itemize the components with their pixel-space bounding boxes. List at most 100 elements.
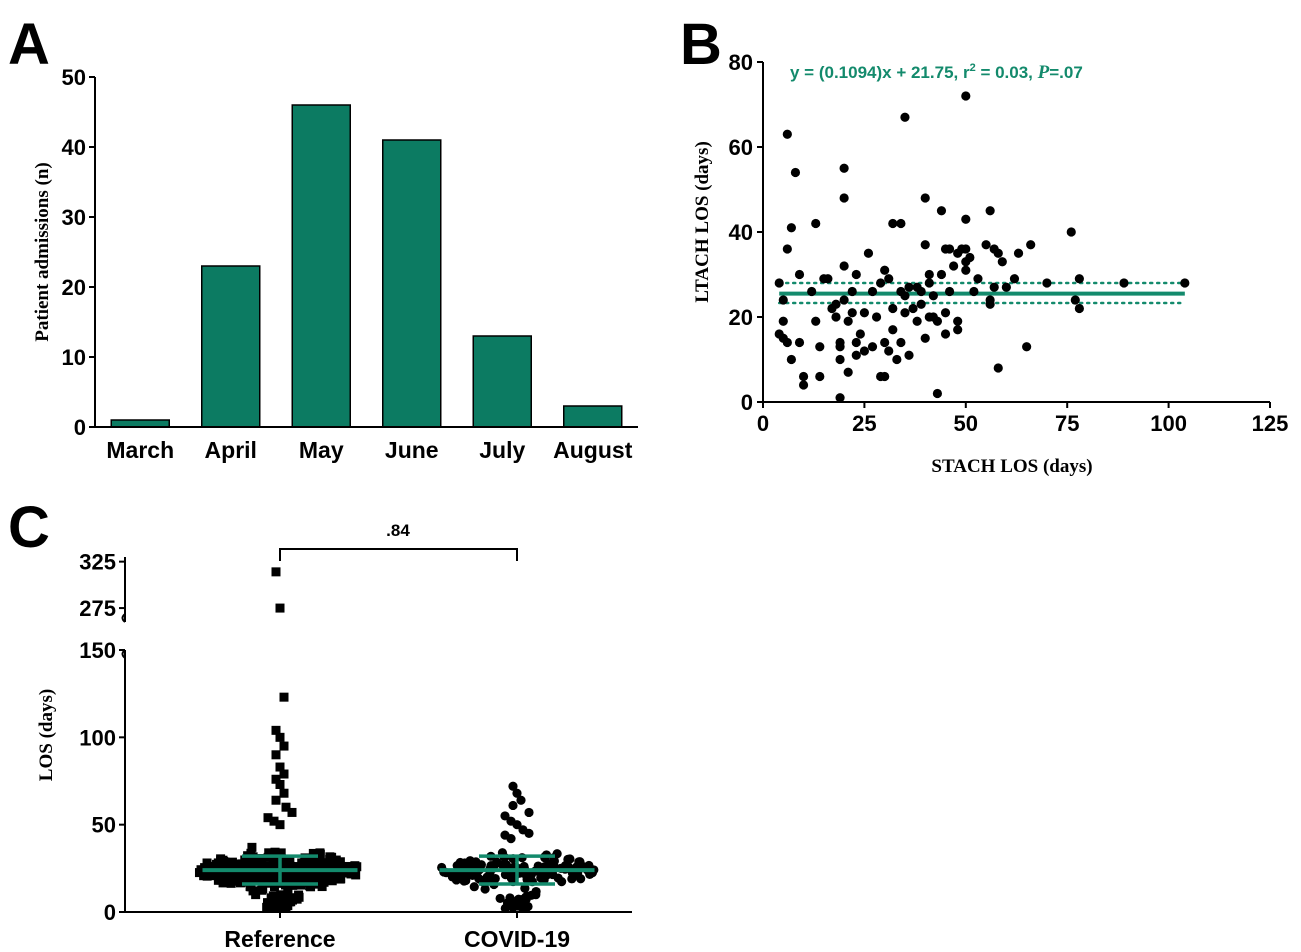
data-point bbox=[351, 870, 361, 880]
data-point bbox=[981, 240, 991, 250]
data-point bbox=[255, 854, 265, 864]
data-point bbox=[924, 269, 934, 280]
data-point bbox=[961, 214, 971, 224]
data-point bbox=[847, 308, 857, 318]
data-point bbox=[271, 750, 281, 760]
chart-c-significance-bracket bbox=[279, 548, 518, 561]
data-point bbox=[1001, 282, 1011, 292]
data-point bbox=[924, 278, 934, 288]
data-point bbox=[904, 282, 914, 292]
data-point bbox=[884, 274, 894, 284]
ytick-label: 150 bbox=[79, 638, 116, 663]
ytick-label: 50 bbox=[62, 65, 86, 90]
data-point bbox=[920, 193, 930, 203]
data-point bbox=[920, 333, 930, 343]
bar-july bbox=[472, 335, 532, 428]
ytick-label: 10 bbox=[62, 345, 86, 370]
data-point bbox=[932, 388, 943, 399]
data-point bbox=[969, 286, 979, 297]
data-point bbox=[892, 354, 902, 365]
data-point bbox=[1042, 278, 1052, 288]
data-point bbox=[1180, 278, 1190, 288]
data-point bbox=[944, 286, 955, 297]
data-point bbox=[489, 860, 499, 870]
data-point bbox=[965, 252, 975, 263]
data-point bbox=[953, 316, 963, 326]
data-point bbox=[1074, 274, 1084, 284]
data-point bbox=[226, 876, 236, 886]
data-point bbox=[815, 342, 825, 352]
panel-letter-c: C bbox=[8, 495, 50, 560]
data-point bbox=[277, 872, 287, 882]
ytick-label: 0 bbox=[104, 900, 116, 925]
data-point bbox=[508, 781, 518, 791]
data-point bbox=[835, 393, 845, 403]
data-point bbox=[888, 218, 898, 229]
data-point bbox=[790, 167, 801, 178]
data-point bbox=[327, 871, 337, 881]
xtick-label-july: July bbox=[479, 437, 525, 463]
data-point bbox=[221, 876, 231, 886]
data-point bbox=[210, 861, 220, 871]
data-point bbox=[268, 868, 278, 878]
data-point bbox=[312, 860, 322, 870]
data-point bbox=[859, 308, 870, 318]
xtick-label-april: April bbox=[205, 437, 257, 463]
data-point bbox=[480, 884, 490, 894]
xtick-label-reference: Reference bbox=[224, 926, 335, 952]
data-point bbox=[774, 278, 784, 288]
data-point bbox=[292, 894, 302, 904]
data-point bbox=[823, 274, 833, 284]
data-point bbox=[1026, 240, 1036, 250]
xtick-label: 50 bbox=[954, 411, 978, 436]
ytick-label: 20 bbox=[729, 305, 753, 330]
data-point bbox=[798, 380, 809, 390]
data-point bbox=[300, 853, 310, 863]
data-point bbox=[916, 299, 926, 309]
data-point bbox=[782, 337, 792, 348]
bar-may bbox=[291, 104, 351, 428]
data-point bbox=[343, 868, 353, 878]
chart-b-xlabel: STACH LOS (days) bbox=[931, 456, 1092, 477]
chart-c-significance-label: .84 bbox=[386, 521, 410, 540]
data-point bbox=[228, 870, 238, 880]
data-point bbox=[916, 286, 926, 297]
data-point bbox=[851, 269, 861, 280]
data-point bbox=[286, 870, 296, 880]
data-point bbox=[839, 163, 849, 173]
data-point bbox=[216, 875, 226, 885]
data-point bbox=[839, 295, 849, 305]
data-point bbox=[843, 367, 853, 377]
data-point bbox=[863, 248, 874, 258]
data-point bbox=[831, 312, 841, 322]
data-point bbox=[287, 807, 297, 817]
data-point bbox=[202, 858, 212, 868]
xtick-label-june: June bbox=[385, 437, 439, 463]
xtick-label: 25 bbox=[852, 411, 876, 436]
chart-b-ylabel: LTACH LOS (days) bbox=[692, 141, 713, 303]
data-point bbox=[281, 902, 291, 912]
data-point bbox=[811, 218, 821, 229]
data-point bbox=[256, 876, 266, 886]
xtick-label: 0 bbox=[757, 411, 769, 436]
data-point bbox=[265, 902, 275, 912]
ytick-label: 275 bbox=[79, 596, 116, 621]
data-point bbox=[940, 329, 951, 339]
data-point bbox=[275, 603, 285, 613]
data-point bbox=[245, 862, 255, 872]
bar-april bbox=[201, 265, 261, 428]
data-point bbox=[867, 342, 878, 352]
data-point bbox=[320, 873, 330, 883]
data-point bbox=[306, 882, 316, 892]
data-point bbox=[839, 261, 849, 271]
data-point bbox=[275, 820, 285, 830]
data-point bbox=[794, 269, 805, 280]
data-point bbox=[256, 859, 266, 869]
data-point bbox=[447, 872, 457, 882]
data-point bbox=[782, 129, 792, 139]
chart-c: Reference COVID-19 0 50 100 150 275 325 .84 LOS… bbox=[36, 521, 632, 952]
data-point bbox=[1022, 342, 1032, 352]
bar-june bbox=[382, 139, 442, 428]
data-point bbox=[1070, 295, 1080, 305]
data-point bbox=[815, 371, 825, 382]
